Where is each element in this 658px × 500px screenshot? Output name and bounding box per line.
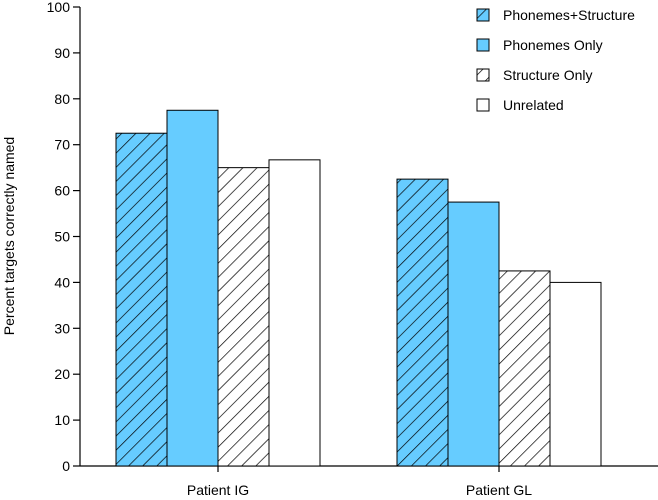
legend-label: Phonemes Only xyxy=(503,37,603,53)
x-axis: Patient IG Patient GL xyxy=(80,465,658,498)
bar xyxy=(549,281,602,467)
legend-label: Unrelated xyxy=(503,97,564,113)
legend-swatch xyxy=(476,38,490,52)
legend-label: Structure Only xyxy=(503,67,592,83)
bar xyxy=(166,109,219,467)
bars xyxy=(115,109,602,467)
y-axis: 0 10 20 30 40 50 60 70 80 90 100 xyxy=(47,0,81,474)
legend-swatch xyxy=(476,68,490,82)
bar xyxy=(268,159,321,467)
bar xyxy=(217,167,270,467)
y-tick-label: 40 xyxy=(54,274,70,290)
y-tick-label: 80 xyxy=(54,91,70,107)
y-tick-label: 0 xyxy=(62,458,70,474)
x-category-label: Patient GL xyxy=(466,482,532,498)
y-tick-label: 10 xyxy=(54,412,70,428)
y-tick-label: 90 xyxy=(54,45,70,61)
y-tick-label: 100 xyxy=(47,0,71,15)
y-tick-label: 70 xyxy=(54,137,70,153)
y-tick-label: 50 xyxy=(54,229,70,245)
y-tick-label: 60 xyxy=(54,183,70,199)
legend-swatch xyxy=(476,8,490,22)
legend-label: Phonemes+Structure xyxy=(503,7,635,23)
legend: Phonemes+Structure Phonemes Only Structure… xyxy=(476,7,635,113)
legend-swatch xyxy=(476,98,490,112)
bar xyxy=(115,132,168,467)
bar xyxy=(396,178,449,467)
y-tick-label: 30 xyxy=(54,320,70,336)
bar xyxy=(447,201,500,467)
x-category-label: Patient IG xyxy=(187,482,249,498)
bar xyxy=(498,270,551,467)
y-tick-label: 20 xyxy=(54,366,70,382)
y-axis-title: Percent targets correctly named xyxy=(1,137,17,335)
